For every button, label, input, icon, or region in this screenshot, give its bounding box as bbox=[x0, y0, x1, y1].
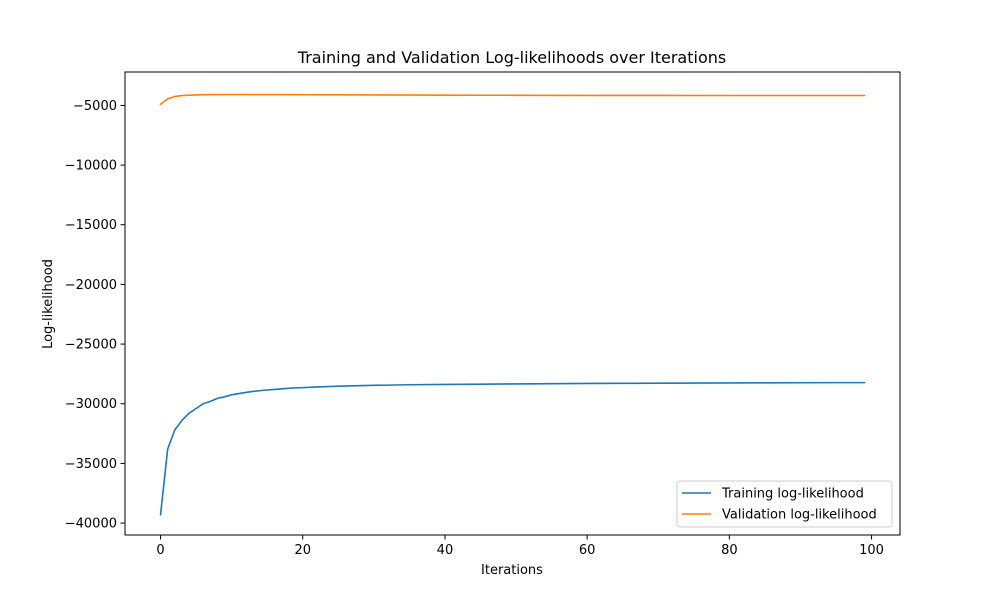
x-tick-label: 0 bbox=[156, 543, 164, 558]
x-tick-label: 80 bbox=[721, 543, 738, 558]
x-tick-label: 40 bbox=[437, 543, 454, 558]
series-lines bbox=[159, 93, 866, 516]
plot-frame bbox=[124, 71, 901, 536]
legend: Training log-likelihood Validation log-li… bbox=[676, 480, 893, 528]
y-axis: −40000 −35000 −30000 −25000 −20000 −15000 −100… bbox=[65, 99, 125, 532]
y-tick-label: −25000 bbox=[65, 338, 117, 353]
plot-area bbox=[124, 71, 901, 536]
x-tick-label: 20 bbox=[294, 543, 311, 558]
legend-label-validation: Validation log-likelihood bbox=[722, 508, 877, 523]
y-tick-label: −10000 bbox=[65, 159, 117, 174]
y-tick-label: −30000 bbox=[65, 397, 117, 412]
x-axis-label: Iterations bbox=[481, 563, 543, 578]
series-line-validation bbox=[159, 93, 866, 106]
legend-label-training: Training log-likelihood bbox=[721, 487, 864, 502]
y-tick-label: −15000 bbox=[65, 218, 117, 233]
legend-box bbox=[676, 480, 893, 528]
x-tick-label: 100 bbox=[859, 543, 884, 558]
x-axis: 0 20 40 60 80 100 bbox=[156, 535, 884, 558]
series-line-training bbox=[159, 381, 866, 516]
y-tick-label: −20000 bbox=[65, 278, 117, 293]
y-tick-label: −40000 bbox=[65, 517, 117, 532]
y-axis-label: Log-likelihood bbox=[41, 259, 56, 349]
x-tick-label: 60 bbox=[579, 543, 596, 558]
y-tick-label: −5000 bbox=[73, 99, 117, 114]
chart-title: Training and Validation Log-likelihoods … bbox=[297, 48, 726, 67]
y-tick-label: −35000 bbox=[65, 457, 117, 472]
